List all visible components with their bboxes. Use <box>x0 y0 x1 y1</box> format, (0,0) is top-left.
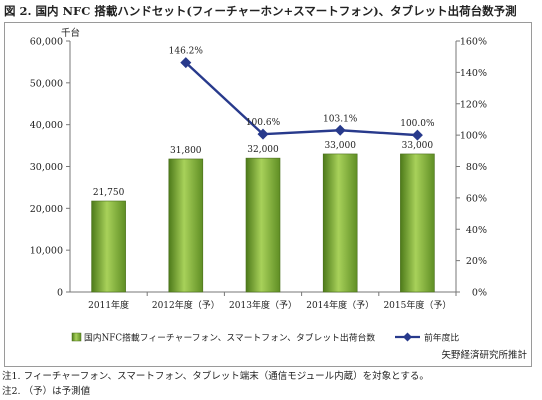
bar <box>91 200 126 293</box>
category-label: 2014年度（予） <box>306 299 374 311</box>
growth-point-marker <box>334 124 346 136</box>
bar <box>245 157 281 293</box>
source-note: 矢野経済研究所推計 <box>441 349 527 361</box>
right-tick-label: 20% <box>466 256 487 267</box>
bar <box>322 153 358 293</box>
chart-frame <box>4 22 532 367</box>
right-tick-label: 100% <box>460 131 487 142</box>
bar-value-label: 31,800 <box>170 146 202 156</box>
right-tick-label: 80% <box>466 162 487 173</box>
left-tick-label: 60,000 <box>30 37 63 48</box>
growth-value-label: 100.0% <box>400 119 435 129</box>
right-tick-label: 120% <box>460 99 487 110</box>
right-tick-label: 0% <box>472 288 487 299</box>
category-label: 2012年度（予） <box>152 299 220 311</box>
growth-point-marker <box>180 57 192 69</box>
left-tick-label: 0 <box>57 288 63 299</box>
right-tick-label: 60% <box>466 193 487 204</box>
growth-value-label: 100.6% <box>246 118 281 128</box>
category-label: 2013年度（予） <box>229 299 297 311</box>
bar <box>400 153 435 293</box>
bar <box>168 158 204 293</box>
right-tick-label: 160% <box>460 37 487 48</box>
category-label: 2015年度（予） <box>383 299 451 311</box>
left-tick-label: 30,000 <box>30 162 63 173</box>
left-tick-label: 20,000 <box>30 204 63 215</box>
left-tick-label: 40,000 <box>30 120 63 131</box>
note-2: 注2. （予）は予測値 <box>2 386 91 397</box>
right-tick-label: 40% <box>466 225 487 236</box>
bar-value-label: 21,750 <box>93 188 125 198</box>
growth-line <box>184 61 418 137</box>
page-title: 図 2. 国内 NFC 搭載ハンドセット(フィーチャーホン+スマートフォン)、タ… <box>4 4 517 18</box>
left-tick-label: 10,000 <box>30 246 63 257</box>
legend-bar-label: 国内NFC搭載フィーチャーフォン、スマートフォン、タブレット出荷台数 <box>84 332 375 344</box>
growth-value-label: 103.1% <box>323 114 358 124</box>
note-1: 注1. フィーチャーフォン、スマートフォン、タブレット端末（通信モジュール内蔵）… <box>2 371 429 382</box>
legend-bar-swatch <box>71 332 82 342</box>
bar-value-label: 33,000 <box>402 141 434 151</box>
growth-point-marker <box>411 129 423 141</box>
left-axis-unit: 千台 <box>61 27 80 39</box>
right-tick-label: 140% <box>460 68 487 79</box>
category-label: 2011年度 <box>88 299 129 311</box>
left-tick-label: 50,000 <box>30 78 63 89</box>
growth-point-marker <box>257 128 269 140</box>
growth-value-label: 146.2% <box>169 47 204 57</box>
bar-value-label: 33,000 <box>324 141 356 151</box>
legend-line-marker <box>403 332 412 342</box>
legend-line-label: 前年度比 <box>424 332 459 344</box>
bar-value-label: 32,000 <box>247 145 279 155</box>
